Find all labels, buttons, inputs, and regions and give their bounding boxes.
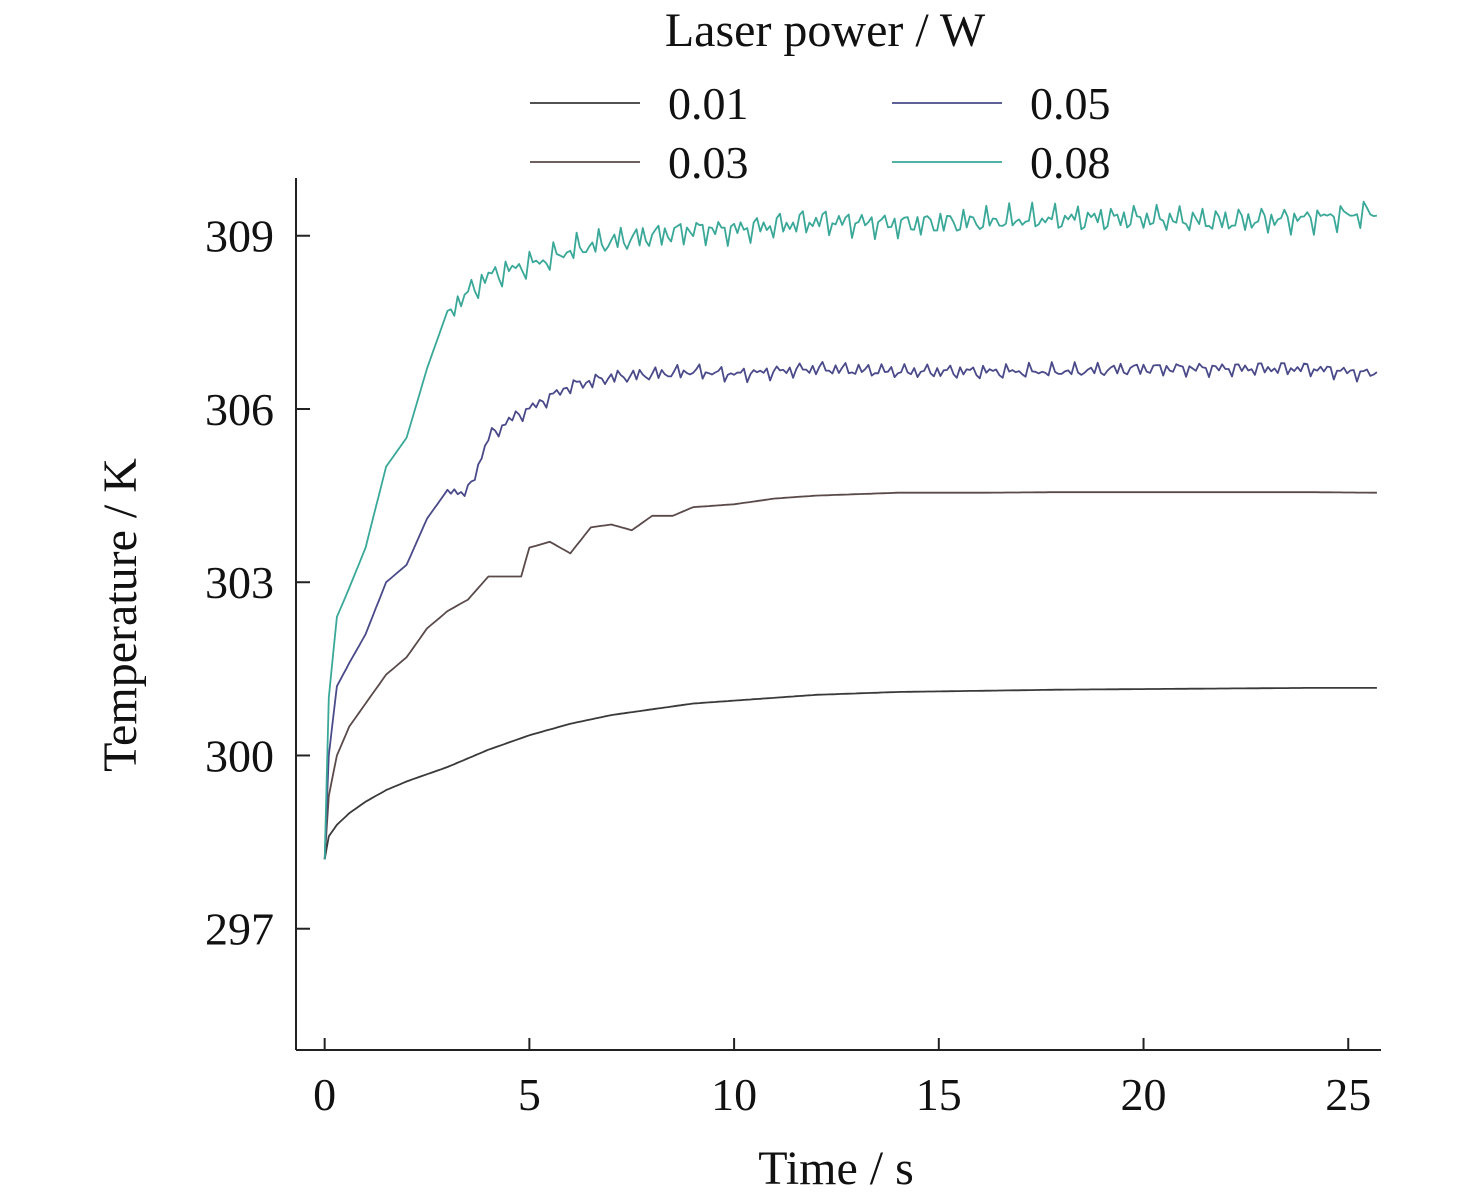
series-line-0-01 [323,687,1377,860]
x-tick-label: 15 [916,1069,962,1120]
y-tick-label: 309 [205,211,274,262]
x-axis-title: Time / s [758,1142,914,1195]
y-tick-label: 303 [205,557,274,608]
x-tick-label: 10 [711,1069,757,1120]
series-line-0-03 [323,491,1377,860]
x-tick-label: 25 [1325,1069,1371,1120]
legend-label: 0.03 [668,137,749,188]
series-line-0-05 [323,361,1378,860]
series-group [323,200,1378,860]
x-tick-label: 0 [313,1069,336,1120]
legend-label: 0.01 [668,78,749,129]
legend-label: 0.05 [1030,78,1111,129]
axes [295,178,1381,1051]
legend: Laser power / W 0.01 0.05 0.03 0.08 [530,4,1111,188]
legend-label: 0.08 [1030,137,1111,188]
y-tick-label: 300 [205,730,274,781]
x-tick-label: 20 [1121,1069,1167,1120]
x-tick-label: 5 [518,1069,541,1120]
x-ticks: 0 5 10 15 20 25 [313,1038,1371,1120]
y-tick-label: 306 [205,384,274,435]
series-line-0-08 [323,200,1378,860]
y-ticks: 297 300 303 306 309 [205,211,310,955]
y-tick-label: 297 [205,904,274,955]
legend-title: Laser power / W [665,4,986,57]
y-axis-title: Temperature / K [94,458,147,772]
